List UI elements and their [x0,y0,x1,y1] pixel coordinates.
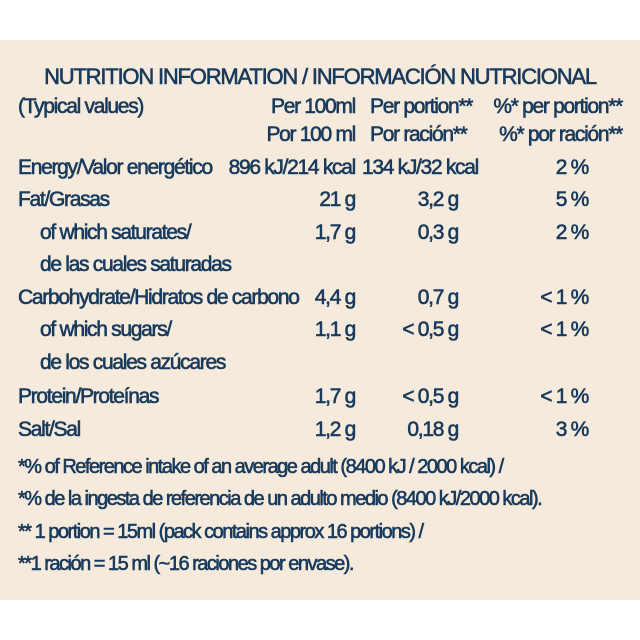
footnote-portion-en: ** 1 portion = 15ml (pack contains appro… [18,521,425,544]
row-label-protein: Protein/Proteínas [18,385,160,409]
header-ri-por-racion: %* por ración** [499,123,624,147]
sugars-ri: < 1 % [540,318,590,342]
saturates-ri: 2 % [555,221,589,245]
row-label-sugars: of which sugars/ [40,318,173,342]
row-label-energy: Energy/Valor energético [18,156,214,180]
header-typical-values: (Typical values) [18,95,145,119]
carbohydrate-per100: 4,4 g [314,286,356,310]
sugars-portion: < 0,5 g [402,318,460,342]
carbohydrate-portion: 0,7 g [417,286,459,310]
row-label-saturates-es: de las cuales saturadas [40,253,233,277]
fat-per100: 21 g [319,188,357,212]
row-label-carbohydrate: Carbohydrate/Hidratos de carbono [18,286,300,310]
fat-ri: 5 % [555,188,589,212]
header-per-portion: Per portion** [370,95,474,119]
energy-per100: 896 kJ/214 kcal [228,156,356,180]
salt-portion: 0,18 g [407,418,459,442]
footnote-portion-es: **1 ración = 15 ml (~16 raciones por env… [18,553,355,576]
row-label-salt: Salt/Sal [18,418,82,442]
energy-ri: 2 % [555,156,589,180]
protein-ri: < 1 % [540,385,590,409]
salt-ri: 3 % [555,418,589,442]
energy-portion: 134 kJ/32 kcal [361,156,480,180]
saturates-per100: 1,7 g [314,221,356,245]
sugars-per100: 1,1 g [314,318,356,342]
row-label-saturates: of which saturates/ [40,221,192,245]
label-title: NUTRITION INFORMATION / INFORMACIÓN NUTR… [44,64,598,90]
protein-portion: < 0,5 g [402,385,460,409]
carbohydrate-ri: < 1 % [540,286,590,310]
saturates-portion: 0,3 g [417,221,459,245]
header-per-100ml: Per 100ml [270,95,357,119]
salt-per100: 1,2 g [314,418,356,442]
header-por-100ml: Por 100 ml [266,123,356,147]
fat-portion: 3,2 g [417,188,459,212]
row-label-sugars-es: de los cuales azúcares [40,351,227,375]
row-label-fat: Fat/Grasas [18,188,111,212]
footnote-ri-en: *% of Reference intake of an average adu… [18,456,505,479]
nutrition-label-panel [0,40,640,600]
protein-per100: 1,7 g [314,385,356,409]
header-por-racion: Por ración** [370,123,468,147]
footnote-ri-es: *% de la ingesta de referencia de un adu… [18,488,543,511]
header-ri-per-portion: %* per portion** [493,95,624,119]
